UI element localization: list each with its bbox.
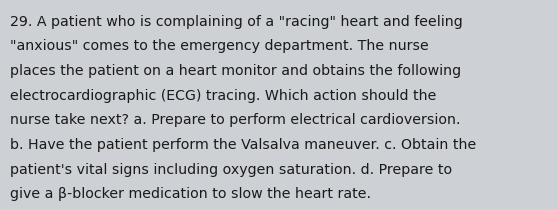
Text: give a β-blocker medication to slow the heart rate.: give a β-blocker medication to slow the … xyxy=(10,187,371,201)
Text: "anxious" comes to the emergency department. The nurse: "anxious" comes to the emergency departm… xyxy=(10,39,429,53)
Text: 29. A patient who is complaining of a "racing" heart and feeling: 29. A patient who is complaining of a "r… xyxy=(10,15,463,29)
Text: nurse take next? a. Prepare to perform electrical cardioversion.: nurse take next? a. Prepare to perform e… xyxy=(10,113,460,127)
Text: b. Have the patient perform the Valsalva maneuver. c. Obtain the: b. Have the patient perform the Valsalva… xyxy=(10,138,477,152)
Text: patient's vital signs including oxygen saturation. d. Prepare to: patient's vital signs including oxygen s… xyxy=(10,163,452,177)
Text: places the patient on a heart monitor and obtains the following: places the patient on a heart monitor an… xyxy=(10,64,461,78)
Text: electrocardiographic (ECG) tracing. Which action should the: electrocardiographic (ECG) tracing. Whic… xyxy=(10,89,436,103)
